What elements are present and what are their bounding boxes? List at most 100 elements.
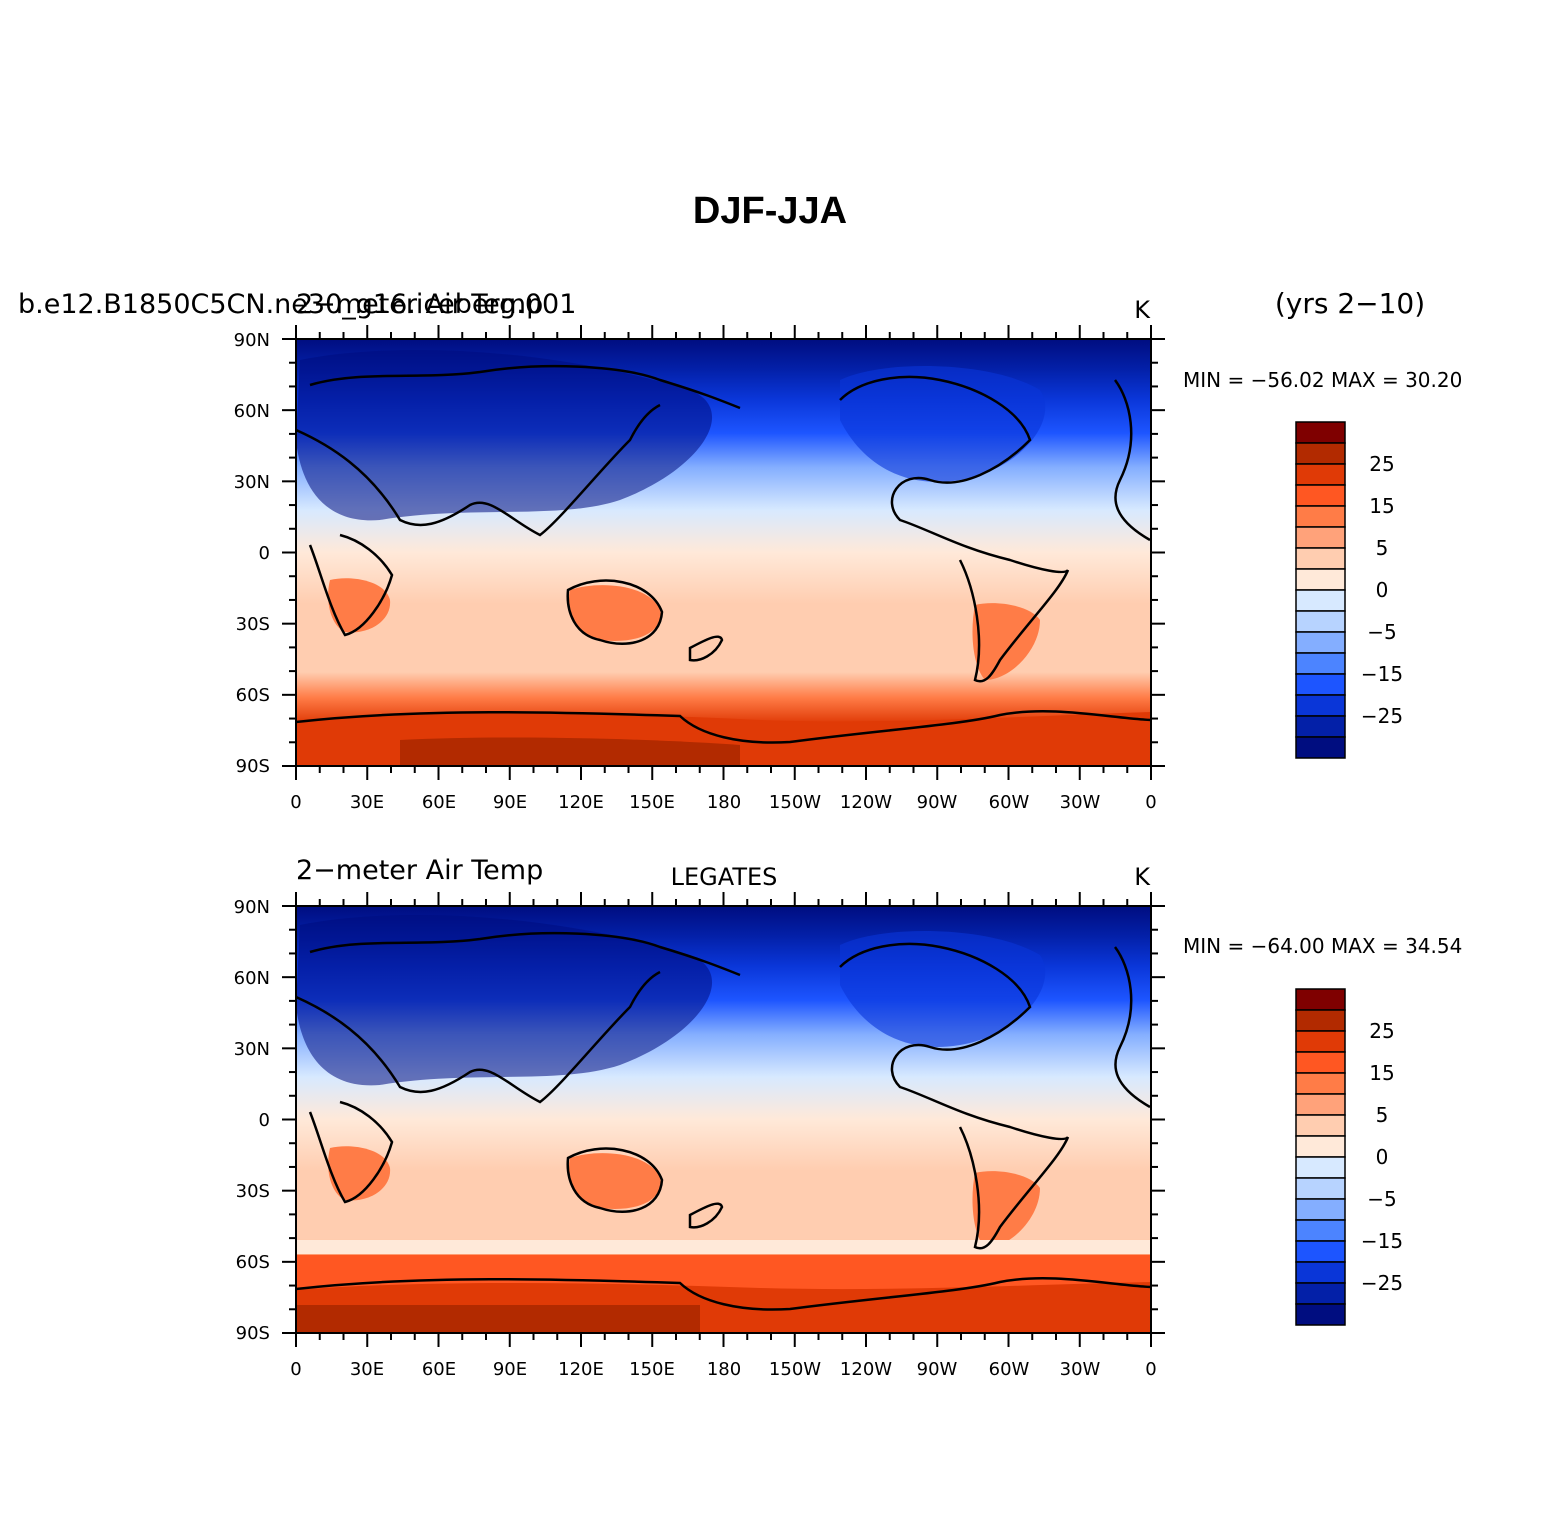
lon-tick-label: 120E xyxy=(558,792,604,813)
axis-ticks xyxy=(282,892,1165,1347)
colorbar-box xyxy=(1295,547,1346,570)
colorbar-label: 5 xyxy=(1376,536,1389,560)
lat-tick-label: 30N xyxy=(234,1039,270,1060)
colorbar-box xyxy=(1295,673,1346,696)
lat-tick-label: 90S xyxy=(236,756,270,777)
lon-tick-label: 150E xyxy=(629,1359,675,1380)
lat-tick-label: 60N xyxy=(234,401,270,422)
map-field xyxy=(296,339,1151,766)
lon-tick-label: 150W xyxy=(769,792,821,813)
lat-tick-label: 0 xyxy=(259,543,270,564)
lon-tick-label: 60W xyxy=(989,1359,1030,1380)
lat-axis: 90N 60N 30N 0 30S 60S 90S xyxy=(234,330,270,777)
colorbar-label: 0 xyxy=(1376,578,1389,602)
colorbar-box xyxy=(1295,463,1346,486)
panel-stats: MIN = −56.02 MAX = 30.20 xyxy=(1183,368,1462,392)
colorbar-box xyxy=(1295,694,1346,717)
lon-tick-label: 0 xyxy=(1145,792,1156,813)
lat-tick-label: 0 xyxy=(259,1110,270,1131)
lon-tick-label: 120W xyxy=(840,792,892,813)
lon-tick-label: 90E xyxy=(493,792,527,813)
colorbar-box xyxy=(1295,442,1346,465)
period-label: (yrs 2−10) xyxy=(1275,287,1425,320)
colorbar-label: −25 xyxy=(1361,1271,1403,1295)
panel-units: K xyxy=(1134,863,1151,891)
lat-axis: 90N 60N 30N 0 30S 60S 90S xyxy=(234,897,270,1344)
colorbar-box xyxy=(1295,421,1346,444)
colorbar-label: −15 xyxy=(1361,1229,1403,1253)
colorbar-box xyxy=(1295,1156,1346,1179)
colorbar-box xyxy=(1295,568,1346,591)
colorbar-box xyxy=(1295,1261,1346,1284)
lon-tick-label: 0 xyxy=(290,792,301,813)
panel-left-title: 2−meter Air Temp xyxy=(296,289,543,320)
colorbar-box xyxy=(1295,1198,1346,1221)
colorbar-box xyxy=(1295,484,1346,507)
colorbar-box xyxy=(1295,1240,1346,1263)
lon-axis: 0 30E 60E 90E 120E 150E 180 150W 120W 90… xyxy=(290,792,1156,813)
colorbar-box xyxy=(1295,652,1346,675)
lon-tick-label: 120E xyxy=(558,1359,604,1380)
colorbar-box xyxy=(1295,1219,1346,1242)
colorbar: 25 15 5 0 −5 −15 −25 xyxy=(1295,421,1403,759)
colorbar-box xyxy=(1295,610,1346,633)
lat-tick-label: 90N xyxy=(234,897,270,918)
lon-tick-label: 30W xyxy=(1060,792,1101,813)
colorbar-label: 15 xyxy=(1369,1061,1394,1085)
colorbar-box xyxy=(1295,589,1346,612)
lon-tick-label: 60E xyxy=(422,1359,456,1380)
lat-tick-label: 60N xyxy=(234,968,270,989)
colorbar-box xyxy=(1295,1282,1346,1305)
colorbar-box xyxy=(1295,1009,1346,1032)
colorbar-label: −25 xyxy=(1361,704,1403,728)
lat-tick-label: 90S xyxy=(236,1323,270,1344)
lon-tick-label: 90W xyxy=(917,792,958,813)
lon-tick-label: 150W xyxy=(769,1359,821,1380)
panel-units: K xyxy=(1134,296,1151,324)
colorbar-box xyxy=(1295,505,1346,528)
panel-obs: 2−meter Air Temp LEGATES K MIN = −64.00 … xyxy=(234,855,1463,1380)
lat-tick-label: 60S xyxy=(236,1252,270,1273)
colorbar-box xyxy=(1295,631,1346,654)
colorbar-label: 15 xyxy=(1369,494,1394,518)
panel-left-title: 2−meter Air Temp xyxy=(296,855,543,886)
lon-tick-label: 30E xyxy=(350,1359,384,1380)
colorbar-box xyxy=(1295,1303,1346,1326)
lon-tick-label: 180 xyxy=(707,1359,741,1380)
lon-tick-label: 90E xyxy=(493,1359,527,1380)
lon-tick-label: 0 xyxy=(290,1359,301,1380)
colorbar-label: −5 xyxy=(1367,620,1396,644)
colorbar-box xyxy=(1295,1114,1346,1137)
colorbar-label: 25 xyxy=(1369,452,1394,476)
colorbar-box xyxy=(1295,1093,1346,1116)
colorbar-box xyxy=(1295,526,1346,549)
lon-axis: 0 30E 60E 90E 120E 150E 180 150W 120W 90… xyxy=(290,1359,1156,1380)
lat-tick-label: 30N xyxy=(234,472,270,493)
colorbar-box xyxy=(1295,1030,1346,1053)
lat-tick-label: 30S xyxy=(236,1181,270,1202)
lon-tick-label: 120W xyxy=(840,1359,892,1380)
colorbar-box xyxy=(1295,715,1346,738)
lon-tick-label: 60W xyxy=(989,792,1030,813)
colorbar: 25 15 5 0 −5 −15 −25 xyxy=(1295,988,1403,1326)
lon-tick-label: 0 xyxy=(1145,1359,1156,1380)
colorbar-label: 25 xyxy=(1369,1019,1394,1043)
map-field xyxy=(296,906,1151,1333)
colorbar-box xyxy=(1295,1135,1346,1158)
colorbar-label: −15 xyxy=(1361,662,1403,686)
colorbar-box xyxy=(1295,1072,1346,1095)
colorbar-box xyxy=(1295,736,1346,759)
lon-tick-label: 30W xyxy=(1060,1359,1101,1380)
lon-tick-label: 60E xyxy=(422,792,456,813)
panel-stats: MIN = −64.00 MAX = 34.54 xyxy=(1183,934,1462,958)
colorbar-box xyxy=(1295,1177,1346,1200)
colorbar-label: 5 xyxy=(1376,1103,1389,1127)
lat-tick-label: 30S xyxy=(236,614,270,635)
panel-left-title-overprint: b.e12.B1850C5CN.ne30_g16.iceberg.001 xyxy=(18,289,576,320)
colorbar-label: 0 xyxy=(1376,1145,1389,1169)
lon-tick-label: 30E xyxy=(350,792,384,813)
figure-title: DJF-JJA xyxy=(693,190,847,232)
colorbar-label: −5 xyxy=(1367,1187,1396,1211)
axis-ticks xyxy=(282,325,1165,780)
